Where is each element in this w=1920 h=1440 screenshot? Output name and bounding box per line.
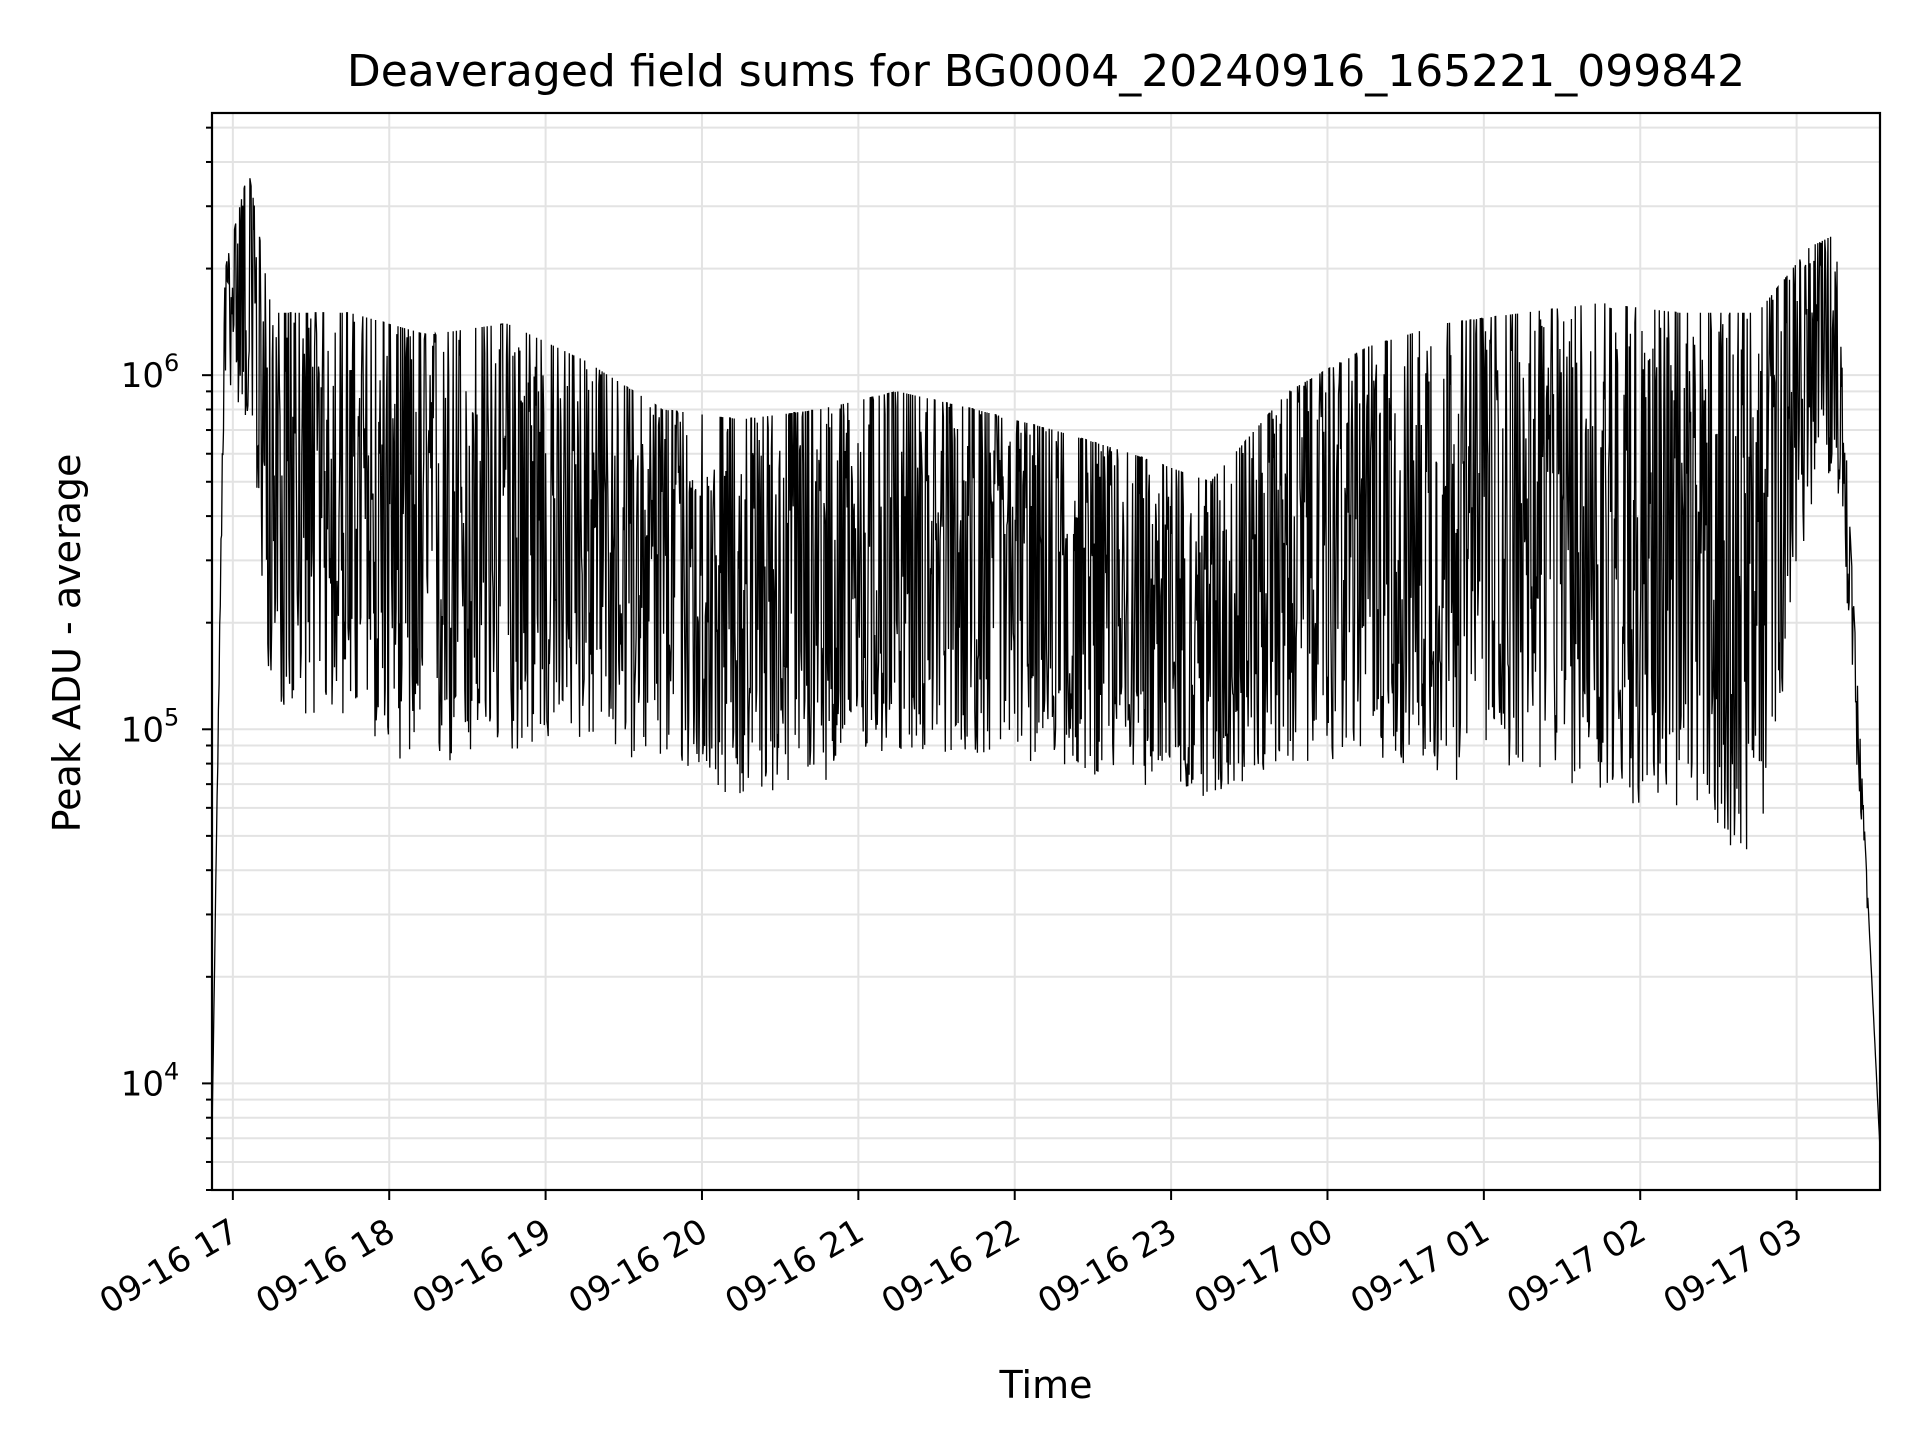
plot-border (210, 111, 1882, 1192)
y-tick-label: 105 (121, 703, 180, 750)
y-axis-label: Peak ADU - average (45, 454, 89, 833)
chart-title: Deaveraged field sums for BG0004_2024091… (347, 46, 1745, 97)
x-tick-label: 09-16 19 (406, 1211, 558, 1322)
x-tick-label: 09-16 18 (249, 1211, 401, 1322)
series-line (211, 178, 1881, 1150)
x-tick-label: 09-16 21 (718, 1211, 870, 1322)
x-tick-label: 09-17 03 (1657, 1211, 1809, 1322)
x-axis-label: Time (999, 1363, 1093, 1407)
x-tick-label: 09-17 02 (1500, 1211, 1652, 1322)
y-axis-ticks: 104 105 106 (121, 126, 212, 1191)
y-tick-label: 106 (121, 349, 180, 396)
x-tick-label: 09-17 00 (1188, 1211, 1340, 1322)
plot-frame (210, 111, 1882, 1192)
x-tick-label: 09-16 20 (562, 1211, 714, 1322)
x-axis-ticks: 09-16 17 09-16 18 09-16 19 09-16 20 09-16 21… (93, 1190, 1809, 1322)
x-tick-label: 09-16 17 (93, 1211, 245, 1322)
x-tick-label: 09-16 22 (875, 1211, 1027, 1322)
x-tick-label: 09-16 23 (1031, 1211, 1183, 1322)
x-tick-label: 09-17 01 (1344, 1211, 1496, 1322)
y-tick-label: 104 (121, 1057, 180, 1104)
